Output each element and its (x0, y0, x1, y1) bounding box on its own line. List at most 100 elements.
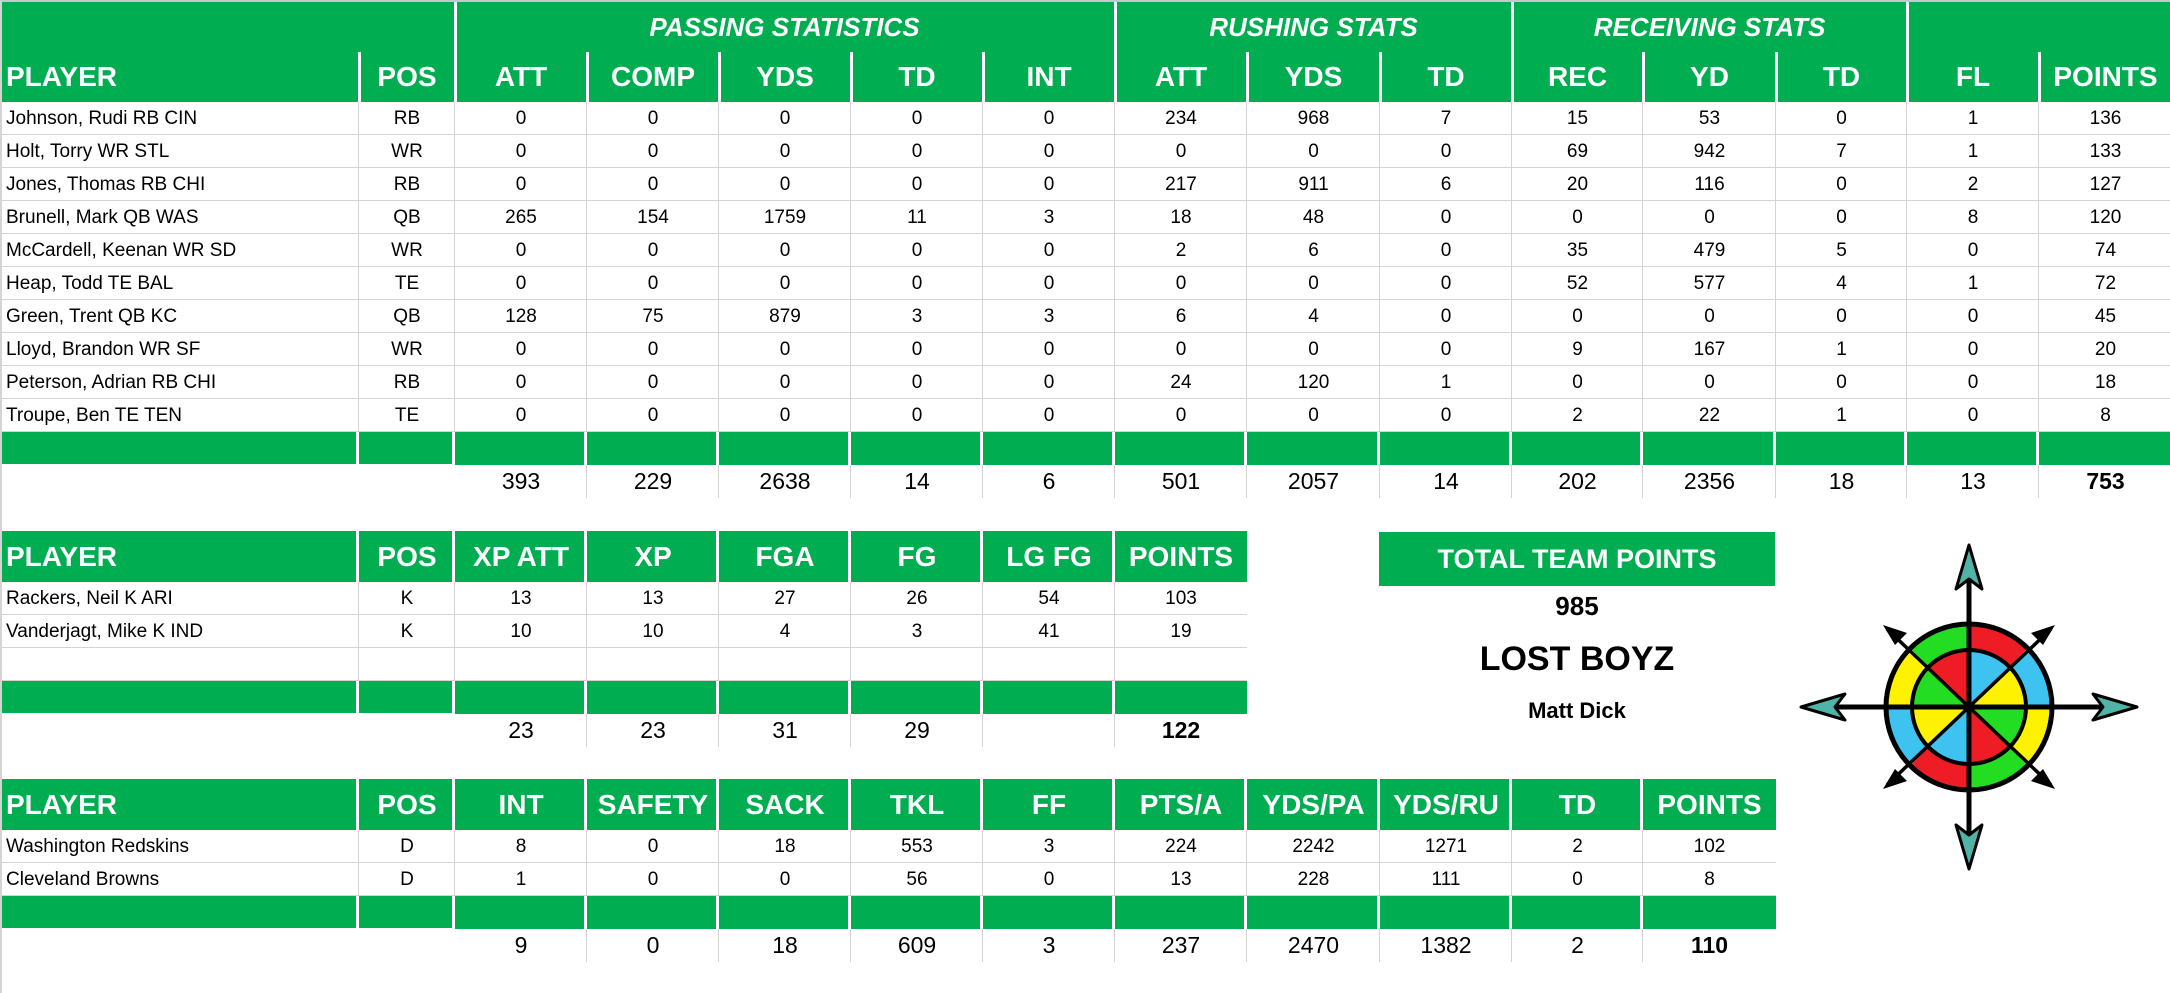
stat-cell-td[interactable]: 0 (911, 338, 923, 360)
stat-cell-att[interactable]: 6 (1175, 305, 1187, 327)
stat-cell-comp[interactable]: 0 (647, 272, 659, 294)
stat-cell-fg[interactable]: 3 (911, 620, 923, 642)
stat-cell-rec[interactable]: 0 (1572, 206, 1583, 228)
stat-cell-int[interactable]: 0 (1043, 107, 1055, 129)
player-name-cell[interactable]: Cleveland Browns (6, 868, 160, 890)
stat-cell-int[interactable]: 0 (1043, 272, 1055, 294)
stat-cell-td[interactable]: 0 (911, 272, 923, 294)
stat-cell-points[interactable]: 8 (2100, 404, 2111, 426)
player-name-cell[interactable]: Brunell, Mark QB WAS (6, 206, 199, 228)
stat-cell-td[interactable]: 0 (1440, 272, 1452, 294)
player-name-cell[interactable]: Lloyd, Brandon WR SF (6, 338, 201, 360)
stat-cell-att[interactable]: 234 (1165, 107, 1197, 129)
position-cell[interactable]: TE (394, 272, 420, 294)
player-name-cell[interactable] (2, 648, 359, 681)
column-header-td[interactable]: TD (1822, 61, 1861, 92)
position-cell[interactable]: QB (393, 305, 421, 327)
stat-cell-fl[interactable]: 0 (1967, 404, 1979, 426)
position-cell[interactable]: D (400, 868, 414, 890)
column-header-points[interactable]: POINTS (1657, 788, 1762, 820)
player-name-cell[interactable]: McCardell, Keenan WR SD (6, 239, 237, 261)
stat-cell-yds[interactable]: 0 (1308, 338, 1319, 360)
position-cell[interactable]: RB (393, 371, 421, 393)
column-header-td[interactable]: TD (1558, 788, 1597, 820)
stat-cell-int[interactable]: 3 (1043, 206, 1055, 228)
stat-cell-safety[interactable]: 0 (647, 868, 659, 890)
stat-cell-points[interactable]: 103 (1165, 587, 1197, 609)
stat-cell-yds[interactable]: 968 (1297, 107, 1330, 129)
stat-cell-yds[interactable]: 1759 (763, 206, 807, 228)
column-header-fg[interactable]: FG (897, 540, 937, 572)
column-header-player[interactable]: PLAYER (6, 540, 118, 572)
stat-cell-yds-ru[interactable]: 1271 (1424, 835, 1468, 857)
stat-cell-att[interactable]: 0 (515, 173, 527, 195)
stat-cell-tkl[interactable]: 553 (901, 835, 933, 857)
column-header-pos[interactable]: POS (377, 61, 437, 92)
stat-cell-fl[interactable]: 0 (1967, 338, 1979, 360)
column-header-xp[interactable]: XP (634, 540, 672, 572)
stat-cell-points[interactable]: 102 (1693, 835, 1726, 857)
stat-cell-comp[interactable]: 0 (647, 173, 659, 195)
column-header-td[interactable]: TD (898, 61, 936, 92)
stat-cell-att[interactable]: 0 (515, 107, 527, 129)
stat-cell-att[interactable]: 0 (1175, 140, 1187, 162)
stat-cell-yds[interactable]: 120 (1297, 371, 1330, 393)
stat-cell-yd[interactable]: 0 (1704, 206, 1715, 228)
stat-cell-td[interactable]: 0 (911, 239, 923, 261)
column-header-fl[interactable]: FL (1955, 61, 1991, 92)
stat-cell-yd[interactable]: 22 (1698, 404, 1721, 426)
stat-cell-int[interactable]: 3 (1043, 305, 1055, 327)
stat-cell-yds[interactable]: 879 (769, 305, 801, 327)
position-cell[interactable]: RB (393, 107, 421, 129)
stat-cell-int[interactable]: 1 (515, 868, 527, 890)
stat-cell-yds[interactable]: 48 (1302, 206, 1325, 228)
stat-cell-att[interactable]: 0 (1175, 272, 1187, 294)
stat-cell-yds[interactable]: 4 (1308, 305, 1319, 327)
column-header-yd[interactable]: YD (1690, 61, 1729, 92)
stat-cell-rec[interactable]: 20 (1566, 173, 1589, 195)
stat-cell-td[interactable]: 7 (1836, 140, 1847, 162)
stat-cell-ff[interactable]: 0 (1043, 868, 1055, 890)
stat-cell-xp-att[interactable]: 10 (510, 620, 532, 642)
stat-cell-yds[interactable]: 0 (779, 338, 791, 360)
stat-cell-yd[interactable]: 53 (1698, 107, 1721, 129)
player-name-cell[interactable]: Holt, Torry WR STL (6, 140, 170, 162)
column-header-xp-att[interactable]: XP ATT (473, 540, 569, 572)
stat-cell-points[interactable]: 72 (2094, 272, 2117, 294)
column-header-points[interactable]: POINTS (2053, 61, 2158, 92)
stat-cell-yd[interactable]: 942 (1693, 140, 1726, 162)
stat-cell-td[interactable]: 0 (1440, 338, 1452, 360)
stat-cell-points[interactable]: 19 (1170, 620, 1192, 642)
stat-cell-td[interactable]: 1 (1836, 404, 1847, 426)
stat-cell-fg[interactable] (851, 648, 983, 681)
stat-cell-rec[interactable]: 0 (1572, 371, 1583, 393)
stat-cell-yds[interactable]: 0 (779, 371, 791, 393)
stat-cell-points[interactable] (1115, 648, 1247, 681)
stat-cell-att[interactable]: 0 (515, 272, 527, 294)
stat-cell-td[interactable]: 0 (1836, 107, 1847, 129)
stat-cell-comp[interactable]: 0 (647, 239, 659, 261)
column-header-points[interactable]: POINTS (1128, 540, 1234, 572)
stat-cell-fga[interactable] (719, 648, 851, 681)
column-header-safety[interactable]: SAFETY (597, 788, 709, 820)
position-cell[interactable]: WR (391, 140, 423, 162)
stat-cell-fl[interactable]: 0 (1967, 239, 1979, 261)
column-header-int[interactable]: INT (498, 788, 544, 820)
stat-cell-points[interactable]: 45 (2094, 305, 2117, 327)
stat-cell-att[interactable]: 0 (1175, 404, 1187, 426)
column-header-att[interactable]: ATT (494, 61, 548, 92)
stat-cell-rec[interactable]: 35 (1566, 239, 1589, 261)
stat-cell-yds[interactable]: 0 (779, 173, 791, 195)
stat-cell-yds[interactable]: 0 (779, 239, 791, 261)
stat-cell-td[interactable]: 6 (1440, 173, 1452, 195)
stat-cell-td[interactable]: 0 (911, 107, 923, 129)
column-header-int[interactable]: INT (1026, 61, 1072, 92)
column-header-yds-ru[interactable]: YDS/RU (1393, 788, 1499, 820)
column-header-yds[interactable]: YDS (756, 61, 814, 92)
stat-cell-points[interactable]: 20 (2094, 338, 2117, 360)
column-header-sack[interactable]: SACK (745, 788, 825, 820)
stat-cell-sack[interactable]: 18 (774, 835, 796, 857)
stat-cell-pts-a[interactable]: 13 (1170, 868, 1192, 890)
stat-cell-yds-ru[interactable]: 111 (1431, 868, 1461, 890)
stat-cell-yds[interactable]: 0 (779, 107, 791, 129)
